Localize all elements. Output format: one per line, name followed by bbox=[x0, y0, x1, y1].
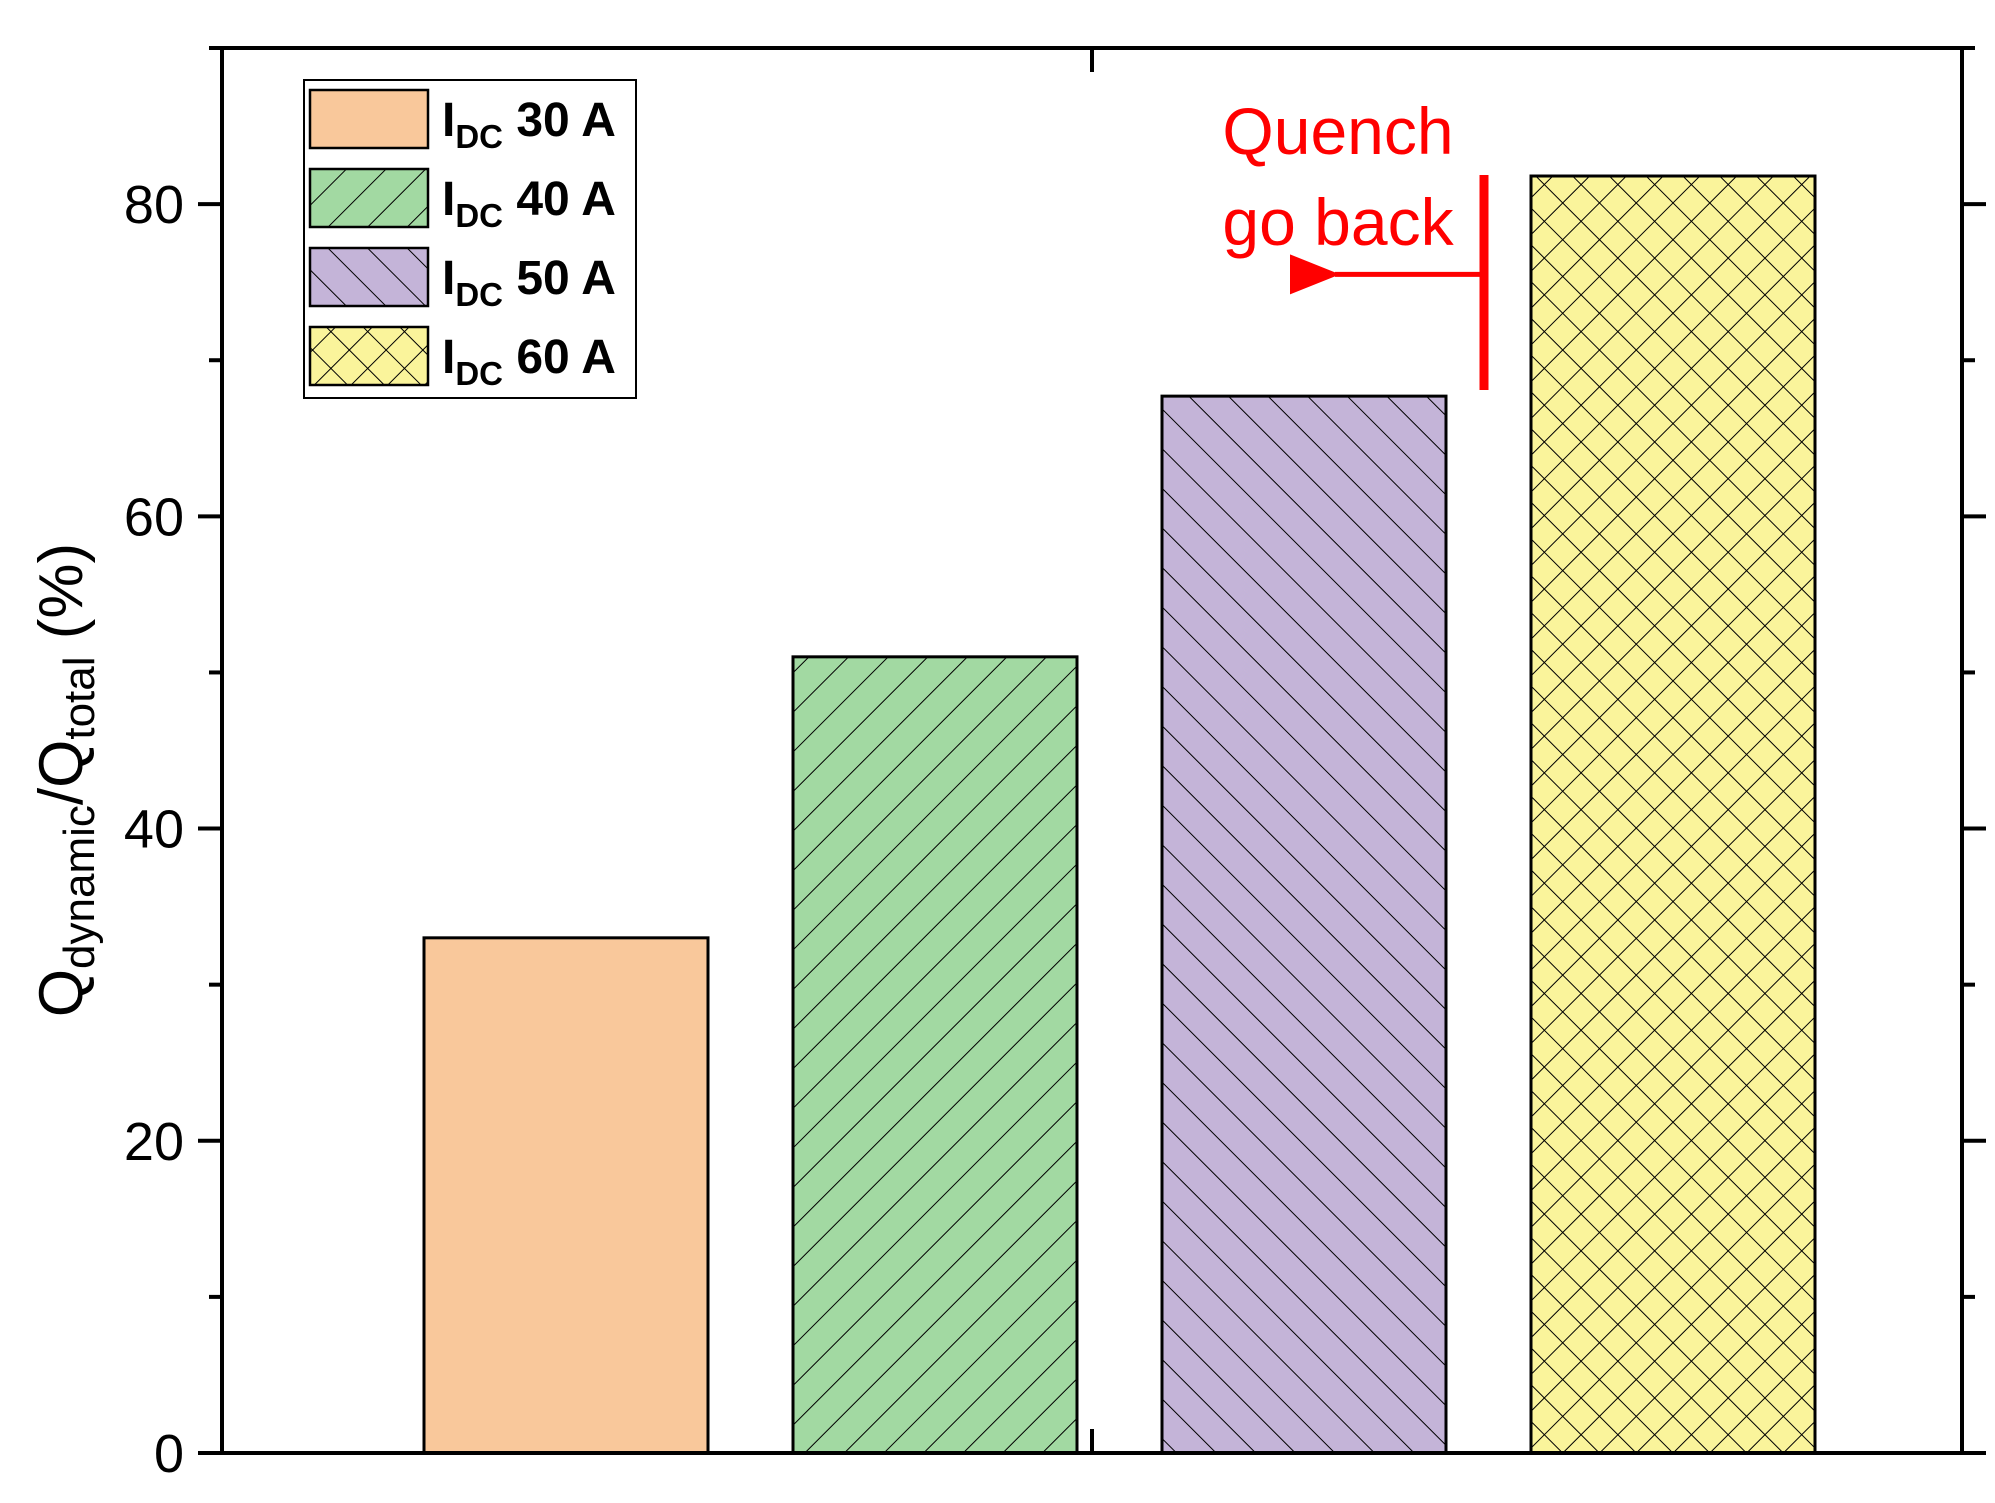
legend-label-3: IDC 50 A bbox=[442, 252, 616, 313]
legend-label-2: IDC 40 A bbox=[442, 173, 616, 234]
legend-swatch-outline-1 bbox=[308, 88, 430, 150]
ylabel-sub-dynamic: dynamic bbox=[55, 805, 104, 969]
quench-annotation: Quench go back bbox=[1222, 94, 1489, 390]
ylabel-sub-total: total bbox=[55, 656, 104, 739]
legend-swatch-outline-2 bbox=[308, 167, 430, 229]
bar-2-hatch bbox=[793, 656, 1077, 1453]
legend-swatch-outline-4 bbox=[308, 325, 430, 387]
legend-swatch-outline-3 bbox=[308, 246, 430, 308]
y-tick-label: 80 bbox=[124, 175, 184, 235]
legend: IDC 30 A IDC 40 A IDC 50 A IDC 60 A bbox=[303, 79, 637, 399]
y-tick-label: 60 bbox=[124, 487, 184, 547]
y-tick-label: 40 bbox=[124, 800, 184, 860]
bar-3-hatch bbox=[1162, 396, 1446, 1453]
annotation-line2: go back bbox=[1222, 185, 1454, 259]
y-tick-label: 0 bbox=[154, 1424, 184, 1484]
ylabel-slash-q: /Q bbox=[27, 740, 96, 805]
y-ticks-group: 0 20 40 60 80 bbox=[124, 46, 1986, 1484]
bar-1 bbox=[424, 937, 708, 1453]
ylabel-unit: (%) bbox=[27, 543, 96, 657]
annotation-line1: Quench bbox=[1222, 94, 1453, 168]
ylabel-q: Q bbox=[27, 969, 96, 1017]
bars-group bbox=[422, 174, 1817, 1455]
legend-label-1: IDC 30 A bbox=[442, 94, 616, 155]
bar-4-hatch bbox=[1531, 176, 1815, 1453]
legend-swatch-1 bbox=[310, 90, 428, 148]
legend-swatch-hatch-3 bbox=[310, 248, 428, 306]
legend-label-4: IDC 60 A bbox=[442, 331, 616, 392]
y-tick-label: 20 bbox=[124, 1112, 184, 1172]
legend-swatch-hatch-4 bbox=[310, 327, 428, 385]
y-axis-label: Qdynamic/Qtotal (%) bbox=[27, 543, 104, 1017]
legend-swatch-hatch-2 bbox=[310, 169, 428, 227]
